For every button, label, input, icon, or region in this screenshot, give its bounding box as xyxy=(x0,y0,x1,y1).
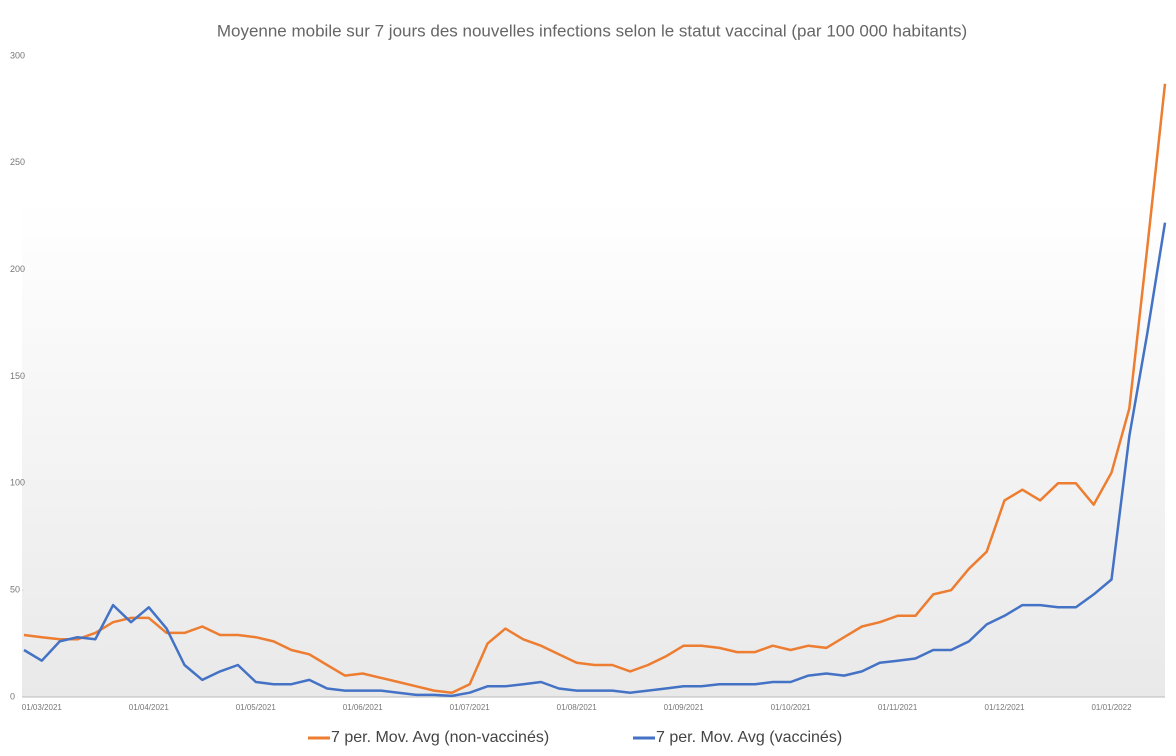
legend-label: 7 per. Mov. Avg (vaccinés) xyxy=(656,729,842,746)
x-tick-label: 01/10/2021 xyxy=(771,703,812,712)
y-tick-label: 50 xyxy=(10,585,20,595)
data-line xyxy=(23,222,1167,698)
x-tick-label: 01/11/2021 xyxy=(878,703,918,712)
x-tick-label: 01/09/2021 xyxy=(664,703,705,712)
plot-background xyxy=(22,200,1165,697)
legend: 7 per. Mov. Avg (non-vaccinés) 7 per. Mov… xyxy=(308,729,842,746)
y-tick-label: 150 xyxy=(10,371,25,381)
y-tick-label: 250 xyxy=(10,157,25,167)
legend-label: 7 per. Mov. Avg (non-vaccinés) xyxy=(331,729,549,746)
x-tick-label: 01/01/2022 xyxy=(1091,703,1132,712)
y-tick-label: 0 xyxy=(10,691,15,701)
x-tick-label: 01/07/2021 xyxy=(450,703,491,712)
data-line xyxy=(23,83,1167,694)
x-tick-label: 01/04/2021 xyxy=(129,703,170,712)
x-tick-label: 01/06/2021 xyxy=(343,703,384,712)
x-tick-label: 01/08/2021 xyxy=(557,703,598,712)
chart-title: Moyenne mobile sur 7 jours des nouvelles… xyxy=(217,21,967,40)
y-tick-label: 300 xyxy=(10,50,25,60)
y-tick-label: 200 xyxy=(10,264,25,274)
x-tick-label: 01/05/2021 xyxy=(236,703,277,712)
x-tick-label: 01/12/2021 xyxy=(985,703,1026,712)
x-tick-label: 01/03/2021 xyxy=(22,703,63,712)
y-tick-label: 100 xyxy=(10,478,25,488)
